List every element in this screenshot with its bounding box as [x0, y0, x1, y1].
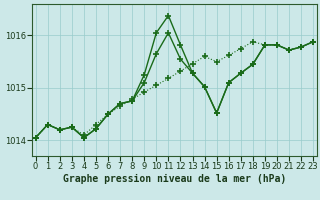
X-axis label: Graphe pression niveau de la mer (hPa): Graphe pression niveau de la mer (hPa): [63, 174, 286, 184]
